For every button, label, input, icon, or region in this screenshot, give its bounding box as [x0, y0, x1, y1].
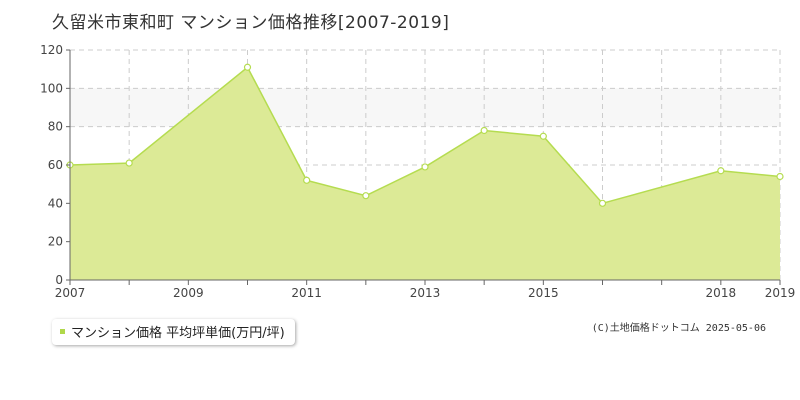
y-tick-label: 40 [48, 196, 63, 210]
data-point [303, 176, 311, 184]
x-tick-label: 2011 [291, 286, 322, 300]
data-point [125, 159, 133, 167]
data-point [480, 126, 488, 135]
y-tick-label: 120 [40, 43, 63, 57]
x-tick-label: 2015 [528, 286, 559, 300]
x-tick-label: 2013 [410, 286, 441, 300]
y-tick-label: 100 [40, 81, 63, 95]
data-point [421, 163, 429, 171]
data-point [598, 199, 607, 207]
x-tick-label: 2007 [55, 286, 86, 300]
legend-swatch [60, 329, 65, 334]
data-point [539, 132, 547, 140]
y-tick-label: 60 [48, 158, 63, 172]
x-tick-label: 2019 [765, 286, 796, 300]
y-tick-label: 20 [48, 235, 63, 249]
data-point [362, 192, 370, 200]
legend-label: マンション価格 平均坪単価(万円/坪) [71, 326, 285, 341]
chart-title: 久留米市東和町 マンション価格推移[2007-2019] [52, 13, 450, 33]
data-point [717, 167, 725, 175]
y-tick-label: 80 [48, 120, 63, 134]
copyright-text: (C)土地価格ドットコム 2025-05-06 [591, 323, 766, 334]
data-point [243, 63, 252, 71]
data-point [776, 172, 784, 181]
x-tick-label: 2009 [173, 286, 204, 300]
x-tick-label: 2018 [706, 286, 737, 300]
y-tick-label: 0 [55, 273, 63, 287]
series-area [70, 67, 780, 280]
legend: マンション価格 平均坪単価(万円/坪) [52, 319, 295, 345]
